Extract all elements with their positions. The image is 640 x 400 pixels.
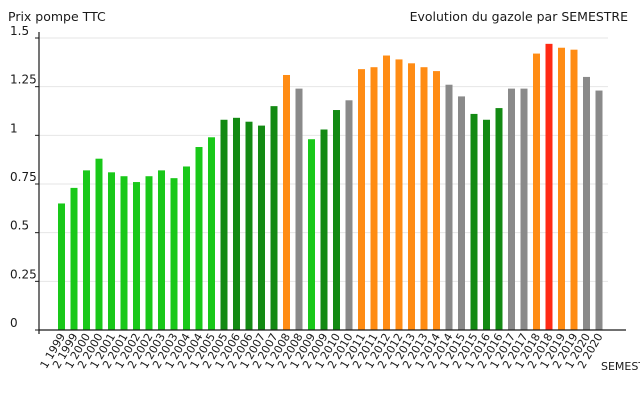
- bar: [545, 43, 553, 331]
- axes: [35, 32, 626, 334]
- bar: [170, 178, 178, 330]
- y-axis-title: Prix pompe TTC: [8, 9, 106, 24]
- bar: [70, 187, 78, 330]
- bar: [145, 176, 153, 330]
- bar: [283, 74, 290, 330]
- bar: [120, 176, 128, 330]
- bar: [433, 71, 440, 331]
- bar: [195, 147, 203, 330]
- bar: [270, 106, 278, 330]
- bar: [295, 88, 303, 330]
- bar: [208, 137, 215, 330]
- y-tick-labels: 0 0.25 0.5 0.75 1 1.25 1.5: [10, 24, 37, 330]
- bar: [345, 100, 353, 330]
- bar: [245, 121, 253, 330]
- bar: [508, 88, 515, 330]
- bars: [58, 43, 603, 331]
- chart-title: Evolution du gazole par SEMESTRE: [410, 9, 629, 24]
- bar: [158, 170, 165, 330]
- bar: [420, 67, 428, 330]
- bar: [358, 69, 365, 330]
- bar: [333, 110, 340, 330]
- bar: [320, 129, 328, 330]
- bar: [258, 125, 265, 330]
- y-tick-label: 0.5: [10, 219, 29, 233]
- bar: [483, 119, 490, 330]
- bar: [58, 203, 65, 330]
- bar: [570, 49, 578, 331]
- bar: [395, 59, 403, 331]
- y-tick-label: 1.25: [10, 73, 37, 87]
- bar: [233, 117, 240, 331]
- bar: [370, 67, 378, 330]
- bar: [133, 182, 140, 330]
- bar: [95, 158, 103, 330]
- y-tick-label: 1.5: [10, 24, 29, 38]
- bar: [308, 139, 315, 330]
- bar: [520, 88, 528, 330]
- y-tick-label: 0.25: [10, 267, 37, 281]
- bar: [458, 96, 465, 331]
- bar: [83, 170, 90, 330]
- bar: [470, 113, 478, 330]
- y-tick-label: 0: [10, 316, 18, 330]
- bar: [583, 76, 590, 330]
- bar: [383, 55, 390, 331]
- bar: [533, 53, 540, 330]
- bar: [595, 90, 603, 330]
- bar: [495, 108, 503, 330]
- bar: [220, 119, 228, 330]
- bar: [183, 166, 190, 330]
- y-tick-label: 1: [10, 121, 18, 135]
- bar: [108, 172, 115, 330]
- bar: [445, 84, 453, 330]
- x-axis-title: SEMESTRE: [601, 360, 640, 373]
- bar: [408, 63, 415, 330]
- y-tick-label: 0.75: [10, 170, 37, 184]
- bar: [558, 47, 565, 330]
